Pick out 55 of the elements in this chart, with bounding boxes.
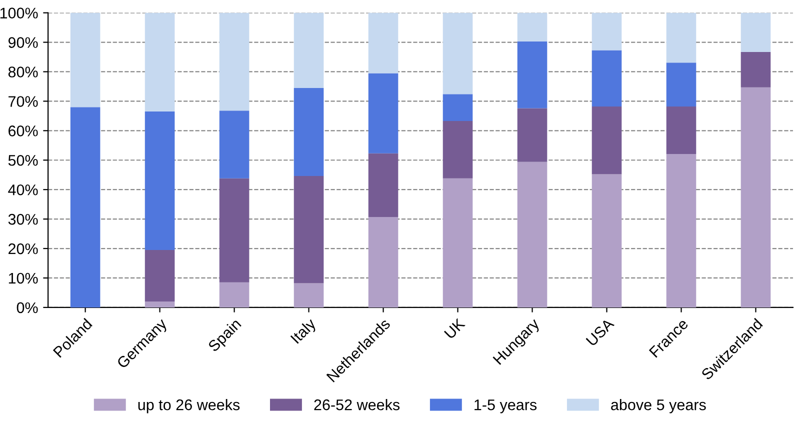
bar xyxy=(294,12,324,88)
bar xyxy=(666,106,696,154)
bar xyxy=(368,216,398,308)
bar xyxy=(740,87,771,308)
bar xyxy=(294,283,324,308)
bar xyxy=(70,107,100,308)
y-tick-label: 40% xyxy=(8,184,38,196)
bar xyxy=(368,73,398,154)
y-tick-label: 100% xyxy=(0,8,38,18)
y-tick-label: 80% xyxy=(8,66,38,78)
y-tick-label: 0% xyxy=(16,302,38,314)
x-tick-label: UK xyxy=(444,318,466,340)
bar xyxy=(442,94,473,121)
bar xyxy=(442,120,473,178)
legend-label: 26-52 weeks xyxy=(314,399,400,410)
bar xyxy=(592,50,622,106)
bar xyxy=(666,154,696,308)
y-tick-label: 10% xyxy=(8,272,38,284)
bar xyxy=(144,302,175,308)
legend-label: 1-5 years xyxy=(474,400,537,414)
bar xyxy=(592,106,622,174)
bar xyxy=(294,176,324,284)
bar xyxy=(442,12,473,94)
y-tick-label: 70% xyxy=(8,96,38,107)
bar xyxy=(219,178,250,282)
y-tick-label: 20% xyxy=(8,243,38,254)
legend-label: up to 26 weeks xyxy=(138,399,240,414)
x-tick-label: Italy xyxy=(290,317,319,346)
bar xyxy=(70,12,100,108)
bar xyxy=(740,12,771,52)
bar xyxy=(144,12,175,112)
bar xyxy=(368,12,398,74)
bar xyxy=(219,12,250,111)
bar xyxy=(517,41,548,108)
bar xyxy=(592,12,622,50)
bar xyxy=(666,12,696,63)
legend-label: above 5 years xyxy=(611,399,706,414)
bar xyxy=(219,282,250,308)
bar xyxy=(517,12,548,42)
bar xyxy=(592,174,622,308)
y-tick-label: 60% xyxy=(8,126,38,136)
y-tick-label: 90% xyxy=(8,37,38,48)
bar xyxy=(368,153,398,217)
y-tick-label: 30% xyxy=(8,214,38,225)
bar xyxy=(294,88,324,176)
bar xyxy=(740,52,771,88)
bar xyxy=(219,110,250,178)
bar xyxy=(144,250,175,302)
bar xyxy=(144,112,175,250)
x-tick-label: USA xyxy=(586,317,615,346)
bar xyxy=(517,162,548,308)
bar xyxy=(517,108,548,162)
y-tick-label: 50% xyxy=(8,154,38,166)
bar xyxy=(442,178,473,308)
bar xyxy=(666,62,696,106)
